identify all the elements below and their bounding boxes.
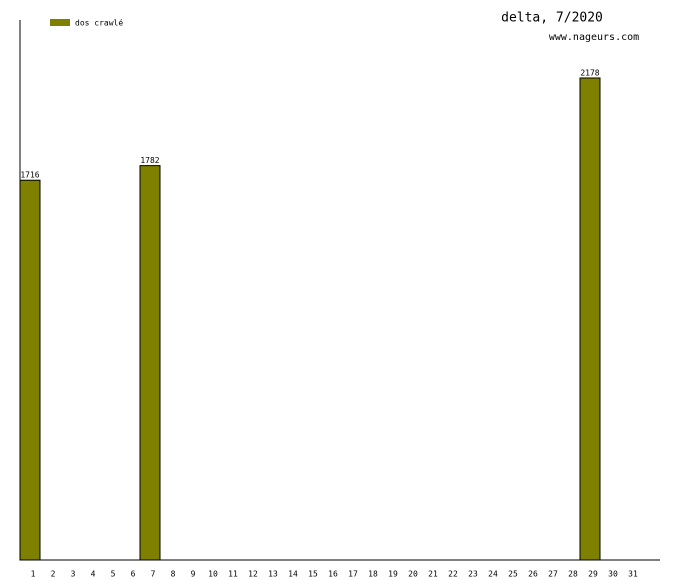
x-tick-label: 22 xyxy=(448,570,458,579)
x-tick-label: 21 xyxy=(428,570,438,579)
x-tick-label: 11 xyxy=(228,570,238,579)
x-tick-label: 2 xyxy=(51,570,56,579)
x-tick-label: 27 xyxy=(548,570,558,579)
x-tick-label: 31 xyxy=(628,570,638,579)
x-tick-label: 7 xyxy=(151,570,156,579)
legend-swatch xyxy=(50,19,70,26)
x-tick-label: 18 xyxy=(368,570,378,579)
bar xyxy=(579,77,601,561)
x-tick-label: 9 xyxy=(191,570,196,579)
x-tick-label: 3 xyxy=(71,570,76,579)
x-tick-label: 28 xyxy=(568,570,578,579)
chart-subtitle: www.nageurs.com xyxy=(549,32,639,43)
x-tick-label: 10 xyxy=(208,570,218,579)
legend-label: dos crawlé xyxy=(75,18,123,28)
x-tick-label: 26 xyxy=(528,570,538,579)
x-tick-label: 13 xyxy=(268,570,278,579)
x-tick-label: 15 xyxy=(308,570,318,579)
x-tick-label: 20 xyxy=(408,570,418,579)
x-tick-label: 30 xyxy=(608,570,618,579)
x-tick-label: 4 xyxy=(91,570,96,579)
x-tick-label: 25 xyxy=(508,570,518,579)
chart-title: delta, 7/2020 xyxy=(501,11,603,26)
x-tick-label: 6 xyxy=(131,570,136,579)
x-tick-label: 1 xyxy=(31,570,36,579)
x-tick-label: 19 xyxy=(388,570,398,579)
value-label: 2178 xyxy=(580,68,599,77)
value-label: 1716 xyxy=(20,171,39,180)
x-tick-label: 5 xyxy=(111,570,116,579)
x-tick-label: 23 xyxy=(468,570,478,579)
x-tick-label: 12 xyxy=(248,570,258,579)
x-tick-label: 8 xyxy=(171,570,176,579)
value-label: 1782 xyxy=(140,156,159,165)
x-tick-label: 29 xyxy=(588,570,598,579)
bar xyxy=(19,179,41,561)
x-tick-label: 24 xyxy=(488,570,498,579)
x-tick-label: 16 xyxy=(328,570,338,579)
bar xyxy=(139,165,161,561)
x-tick-label: 14 xyxy=(288,570,298,579)
x-tick-label: 17 xyxy=(348,570,358,579)
